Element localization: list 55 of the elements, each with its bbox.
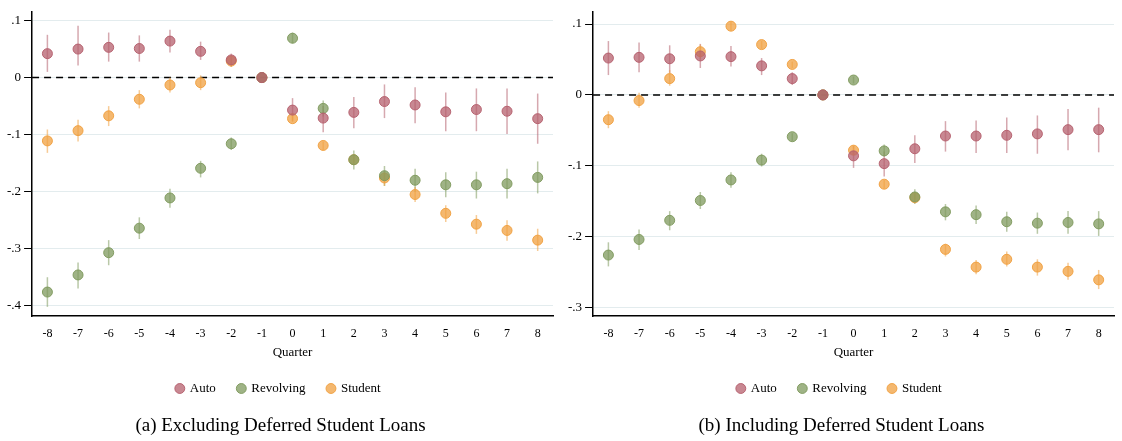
x-tick-label: 7	[1065, 326, 1072, 341]
legend-label: Revolving	[812, 379, 867, 395]
y-tick-label: -.4	[6, 297, 22, 313]
y-tick-label: .1	[11, 11, 22, 27]
x-tick-label: -2	[226, 326, 237, 341]
x-axis-title: Quarter	[833, 343, 875, 359]
legend-label: Auto	[189, 379, 216, 395]
y-tick-label: 0	[14, 69, 22, 85]
legend-label: Revolving	[251, 379, 306, 395]
x-tick-label: -1	[256, 326, 267, 341]
x-tick-label: 6	[1034, 326, 1041, 341]
x-tick-label: 8	[1095, 326, 1102, 341]
x-tick-label: -1	[817, 326, 828, 341]
x-tick-label: 1	[320, 326, 327, 341]
x-tick-label: -8	[603, 326, 614, 341]
x-tick-label: 5	[1003, 326, 1010, 341]
x-tick-label: -8	[42, 326, 53, 341]
x-tick-label: -6	[664, 326, 675, 341]
x-tick-label: 3	[381, 326, 388, 341]
x-tick-label: -7	[73, 326, 84, 341]
text: (a) Excluding Deferred Student Loans	[134, 414, 427, 436]
x-tick-label: 2	[350, 326, 357, 341]
x-tick-label: 0	[289, 326, 296, 341]
x-tick-label: -3	[195, 326, 206, 341]
legend-label: Student	[340, 379, 382, 395]
x-tick-label: -7	[634, 326, 645, 341]
x-tick-label: -2	[787, 326, 798, 341]
y-tick-label: -.2	[567, 228, 583, 244]
y-tick-label: -.1	[6, 126, 22, 142]
legend-label: Auto	[750, 379, 777, 395]
x-tick-label: 7	[504, 326, 511, 341]
y-tick-label: .1	[572, 15, 583, 31]
x-tick-label: -3	[756, 326, 767, 341]
x-tick-label: -4	[725, 326, 736, 341]
x-tick-label: 1	[881, 326, 888, 341]
x-tick-label: 8	[534, 326, 541, 341]
x-tick-label: 4	[973, 326, 980, 341]
y-tick-label: -.3	[6, 240, 22, 256]
x-tick-label: 4	[412, 326, 419, 341]
x-tick-label: -4	[164, 326, 175, 341]
x-tick-label: 2	[911, 326, 918, 341]
x-tick-label: 3	[942, 326, 949, 341]
x-tick-label: 5	[442, 326, 449, 341]
x-tick-label: -5	[134, 326, 145, 341]
x-tick-label: -6	[103, 326, 114, 341]
legend-label: Student	[901, 379, 943, 395]
y-tick-label: -.2	[6, 183, 22, 199]
x-tick-label: 0	[850, 326, 857, 341]
y-tick-label: -.3	[567, 298, 583, 314]
x-axis-title: Quarter	[272, 343, 314, 359]
text: (b) Including Deferred Student Loans	[697, 414, 986, 436]
x-tick-label: 6	[473, 326, 480, 341]
x-tick-label: -5	[695, 326, 706, 341]
y-tick-label: 0	[575, 86, 583, 102]
y-tick-label: -.1	[567, 157, 583, 173]
